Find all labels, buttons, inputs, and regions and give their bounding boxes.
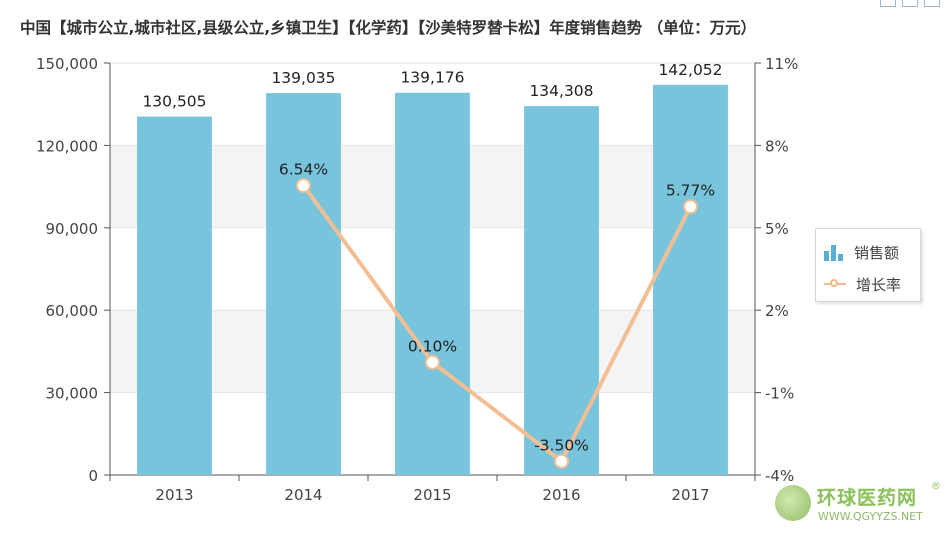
growth-point	[425, 354, 440, 370]
growth-line	[301, 184, 693, 464]
y-left-tick-label: 120,000	[36, 137, 98, 155]
window-icon[interactable]	[924, 0, 940, 7]
bar-value-label: 142,052	[658, 61, 722, 79]
bar	[266, 93, 341, 476]
growth-point	[296, 178, 311, 194]
x-tick-label: 2015	[413, 486, 451, 504]
registered-mark: ®	[931, 481, 941, 492]
legend-item-growth[interactable]: 增长率	[824, 272, 901, 296]
bar-chart-icon	[824, 243, 844, 261]
bar-value-label: 139,176	[400, 69, 464, 87]
x-tick-label: 2014	[284, 486, 322, 504]
legend-label: 增长率	[856, 275, 902, 294]
legend-label: 销售额	[854, 243, 900, 262]
chart-legend: 销售额 增长率	[815, 228, 921, 302]
y-right-tick-label: 2%	[765, 302, 789, 320]
y-right-tick-label: 8%	[765, 137, 789, 155]
growth-point	[554, 453, 569, 469]
toolbar-icons	[880, 0, 940, 8]
watermark-url: WWW.QGYYZS.NET	[818, 510, 923, 523]
y-left-tick-label: 90,000	[46, 220, 99, 238]
window-icon[interactable]	[902, 0, 918, 7]
growth-value-label: 0.10%	[408, 337, 457, 355]
globe-logo-icon	[775, 485, 811, 521]
growth-value-label: -3.50%	[534, 436, 589, 454]
bar	[395, 92, 470, 475]
y-left-tick-label: 0	[88, 467, 98, 485]
watermark: 环球医药网 ® WWW.QGYYZS.NET	[775, 481, 945, 528]
bar-value-label: 139,035	[271, 69, 335, 87]
y-right-tick-label: 11%	[765, 55, 798, 73]
growth-value-label: 5.77%	[666, 182, 715, 200]
growth-point	[683, 199, 698, 215]
legend-item-sales[interactable]: 销售额	[824, 240, 899, 264]
bar	[137, 116, 212, 475]
watermark-name: 环球医药网	[817, 487, 918, 509]
y-left-tick-label: 30,000	[46, 385, 99, 403]
x-tick-label: 2017	[671, 486, 709, 504]
bar-value-label: 130,505	[142, 93, 206, 111]
y-right-tick-label: 5%	[765, 220, 789, 238]
bar	[653, 84, 728, 475]
window-icon[interactable]	[880, 0, 896, 7]
line-marker-icon	[824, 275, 846, 293]
y-left-tick-label: 60,000	[46, 302, 99, 320]
bar	[524, 106, 599, 475]
y-left-tick-label: 150,000	[36, 55, 98, 73]
y-right-tick-label: -1%	[765, 385, 794, 403]
x-tick-label: 2016	[542, 486, 580, 504]
chart-title: 中国【城市公立,城市社区,县级公立,乡镇卫生】【化学药】【沙美特罗替卡松】年度销…	[20, 19, 757, 37]
y-right-tick-label: -4%	[765, 467, 794, 485]
growth-value-label: 6.54%	[279, 161, 328, 179]
bar-value-label: 134,308	[529, 82, 593, 100]
x-tick-label: 2013	[155, 486, 193, 504]
